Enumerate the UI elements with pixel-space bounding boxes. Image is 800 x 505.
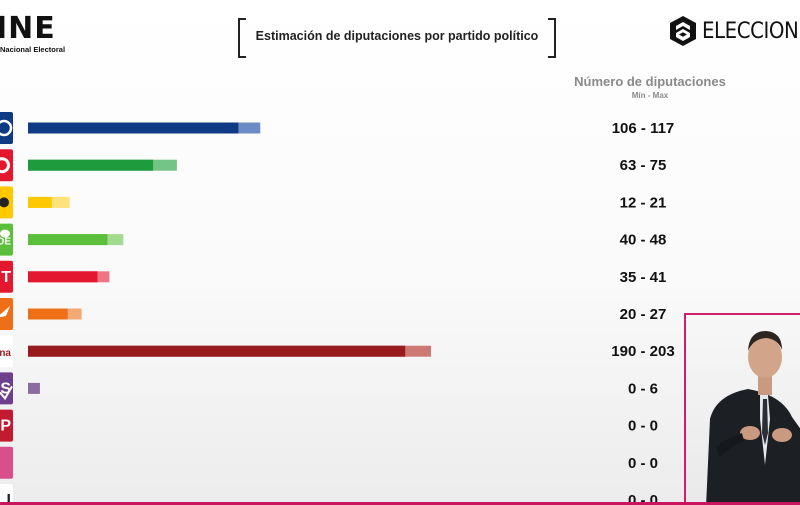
pes-logo-check-icon (0, 385, 13, 401)
rsp-logo-text: P (0, 418, 11, 435)
pt-logo (0, 260, 13, 293)
bar-min-prd (28, 196, 52, 208)
bottom-accent-line (0, 502, 800, 505)
ine-logo-subtitle: Nacional Electoral (0, 45, 66, 54)
range-label-pt: 35 - 41 (620, 269, 667, 286)
range-column-title: Número de diputaciones (574, 74, 726, 89)
bar-min-morena (28, 345, 406, 357)
bar-min-pan (28, 122, 239, 134)
chart-title-box: Estimación de diputaciones por partido p… (238, 18, 556, 58)
range-column-header: Número de diputaciones Mín - Max (560, 74, 740, 100)
range-label-pan: 106 - 117 (612, 120, 675, 137)
rsp-logo (0, 409, 13, 442)
range-label-mc: 20 - 27 (620, 306, 667, 323)
range-column-subtitle: Mín - Max (631, 91, 669, 100)
interpreter-figure (706, 331, 800, 503)
elecciones-logo: ELECCIONES (668, 14, 800, 48)
pvem-logo-leaf-icon (0, 229, 10, 238)
bar-min-pvem (28, 234, 108, 246)
range-label-pri: 63 - 75 (620, 157, 667, 174)
ine-logo: INE Nacional Electoral (0, 11, 66, 55)
elecciones-logo-text: ELECCIONES (702, 18, 800, 44)
ind-logo-text: I (7, 492, 11, 505)
prd-logo-sun-icon (0, 197, 9, 208)
range-label-pes: 0 - 6 (628, 380, 658, 397)
range-label-pvem: 40 - 48 (620, 232, 667, 249)
bar-max-pes (28, 382, 40, 394)
chart-title: Estimación de diputaciones por partido p… (255, 29, 539, 43)
morena-logo-text: ena (0, 348, 11, 359)
range-label-fxm: 0 - 0 (628, 455, 658, 472)
mc-logo-eagle-icon (0, 306, 10, 318)
range-label-rsp: 0 - 0 (628, 418, 658, 435)
bar-min-pt (28, 271, 98, 283)
range-label-ind: 0 - 0 (628, 492, 658, 505)
ine-logo-text: INE (0, 11, 56, 46)
cube-icon (670, 16, 696, 46)
pvem-logo-text: DE (0, 237, 11, 248)
title-bracket-right (548, 18, 556, 58)
morena-logo (0, 335, 13, 368)
bar-min-pri (28, 159, 154, 171)
range-label-morena: 190 - 203 (611, 343, 674, 360)
pri-logo-disc-inner-icon (0, 160, 7, 171)
fxm-logo (0, 446, 13, 479)
range-label-prd: 12 - 21 (620, 194, 667, 211)
sign-language-interpreter-video (684, 313, 800, 505)
pes-logo-text: S (0, 380, 11, 397)
ind-logo (0, 484, 13, 505)
pt-logo-text: T (1, 269, 11, 286)
title-bracket-left (238, 18, 246, 58)
pan-logo-ring-icon (0, 119, 13, 137)
bar-min-mc (28, 308, 68, 320)
